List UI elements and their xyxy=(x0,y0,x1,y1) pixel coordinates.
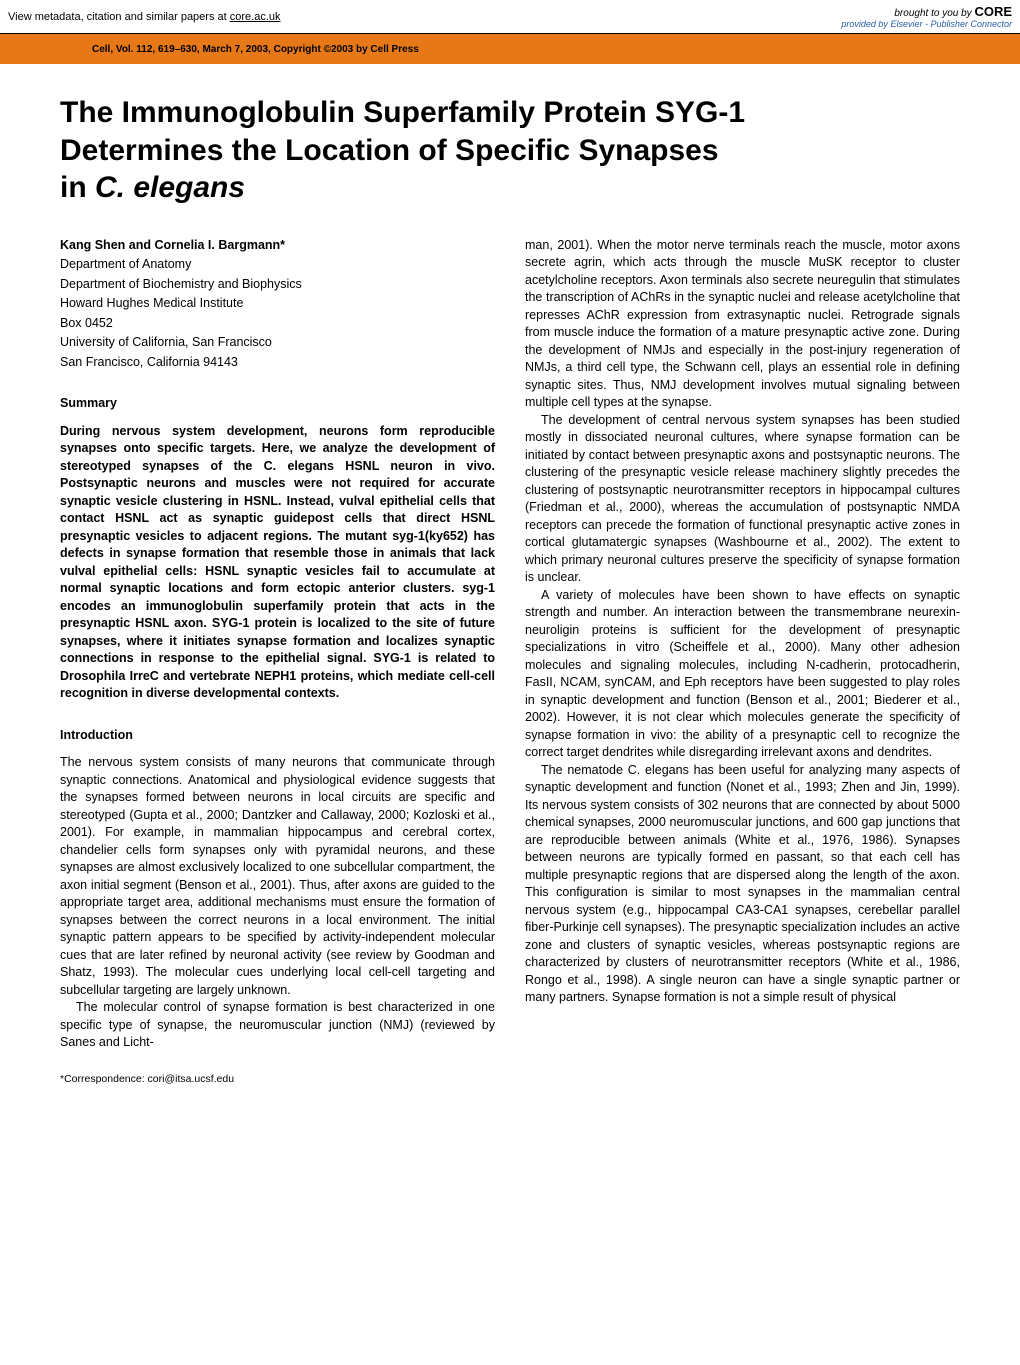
page-content: The Immunoglobulin Superfamily Protein S… xyxy=(0,64,1020,1126)
summary-heading: Summary xyxy=(60,395,495,413)
right-p1: man, 2001). When the motor nerve termina… xyxy=(525,237,960,412)
metadata-banner: View metadata, citation and similar pape… xyxy=(0,0,1020,34)
banner-right: brought to you by CORE provided by Elsev… xyxy=(841,4,1012,29)
correspondence: *Correspondence: cori@itsa.ucsf.edu xyxy=(60,1072,495,1087)
right-p2: The development of central nervous syste… xyxy=(525,412,960,587)
provided-by: provided by Elsevier - Publisher Connect… xyxy=(841,19,1012,29)
intro-p1: The nervous system consists of many neur… xyxy=(60,754,495,999)
left-column: Kang Shen and Cornelia I. Bargmann* Depa… xyxy=(60,237,495,1087)
intro-p2: The molecular control of synapse formati… xyxy=(60,999,495,1052)
banner-left: View metadata, citation and similar pape… xyxy=(8,11,281,23)
core-logo: CORE xyxy=(974,4,1012,19)
article-title: The Immunoglobulin Superfamily Protein S… xyxy=(60,94,960,207)
summary-text: During nervous system development, neuro… xyxy=(60,423,495,703)
affil-1: Department of Biochemistry and Biophysic… xyxy=(60,276,495,294)
intro-heading: Introduction xyxy=(60,727,495,745)
affil-3: Box 0452 xyxy=(60,315,495,333)
brought-by-text: brought to you by xyxy=(894,8,974,19)
right-p3: A variety of molecules have been shown t… xyxy=(525,587,960,762)
two-column-layout: Kang Shen and Cornelia I. Bargmann* Depa… xyxy=(60,237,960,1087)
core-link[interactable]: core.ac.uk xyxy=(230,11,281,23)
banner-left-text: View metadata, citation and similar pape… xyxy=(8,11,230,23)
journal-bar: Cell, Vol. 112, 619–630, March 7, 2003, … xyxy=(0,34,1020,64)
affil-0: Department of Anatomy xyxy=(60,256,495,274)
affil-5: San Francisco, California 94143 xyxy=(60,354,495,372)
journal-info: Cell, Vol. 112, 619–630, March 7, 2003, … xyxy=(92,44,419,55)
right-p4: The nematode C. elegans has been useful … xyxy=(525,762,960,1007)
right-column: man, 2001). When the motor nerve termina… xyxy=(525,237,960,1087)
authors: Kang Shen and Cornelia I. Bargmann* xyxy=(60,237,495,255)
affil-2: Howard Hughes Medical Institute xyxy=(60,295,495,313)
affil-4: University of California, San Francisco xyxy=(60,334,495,352)
